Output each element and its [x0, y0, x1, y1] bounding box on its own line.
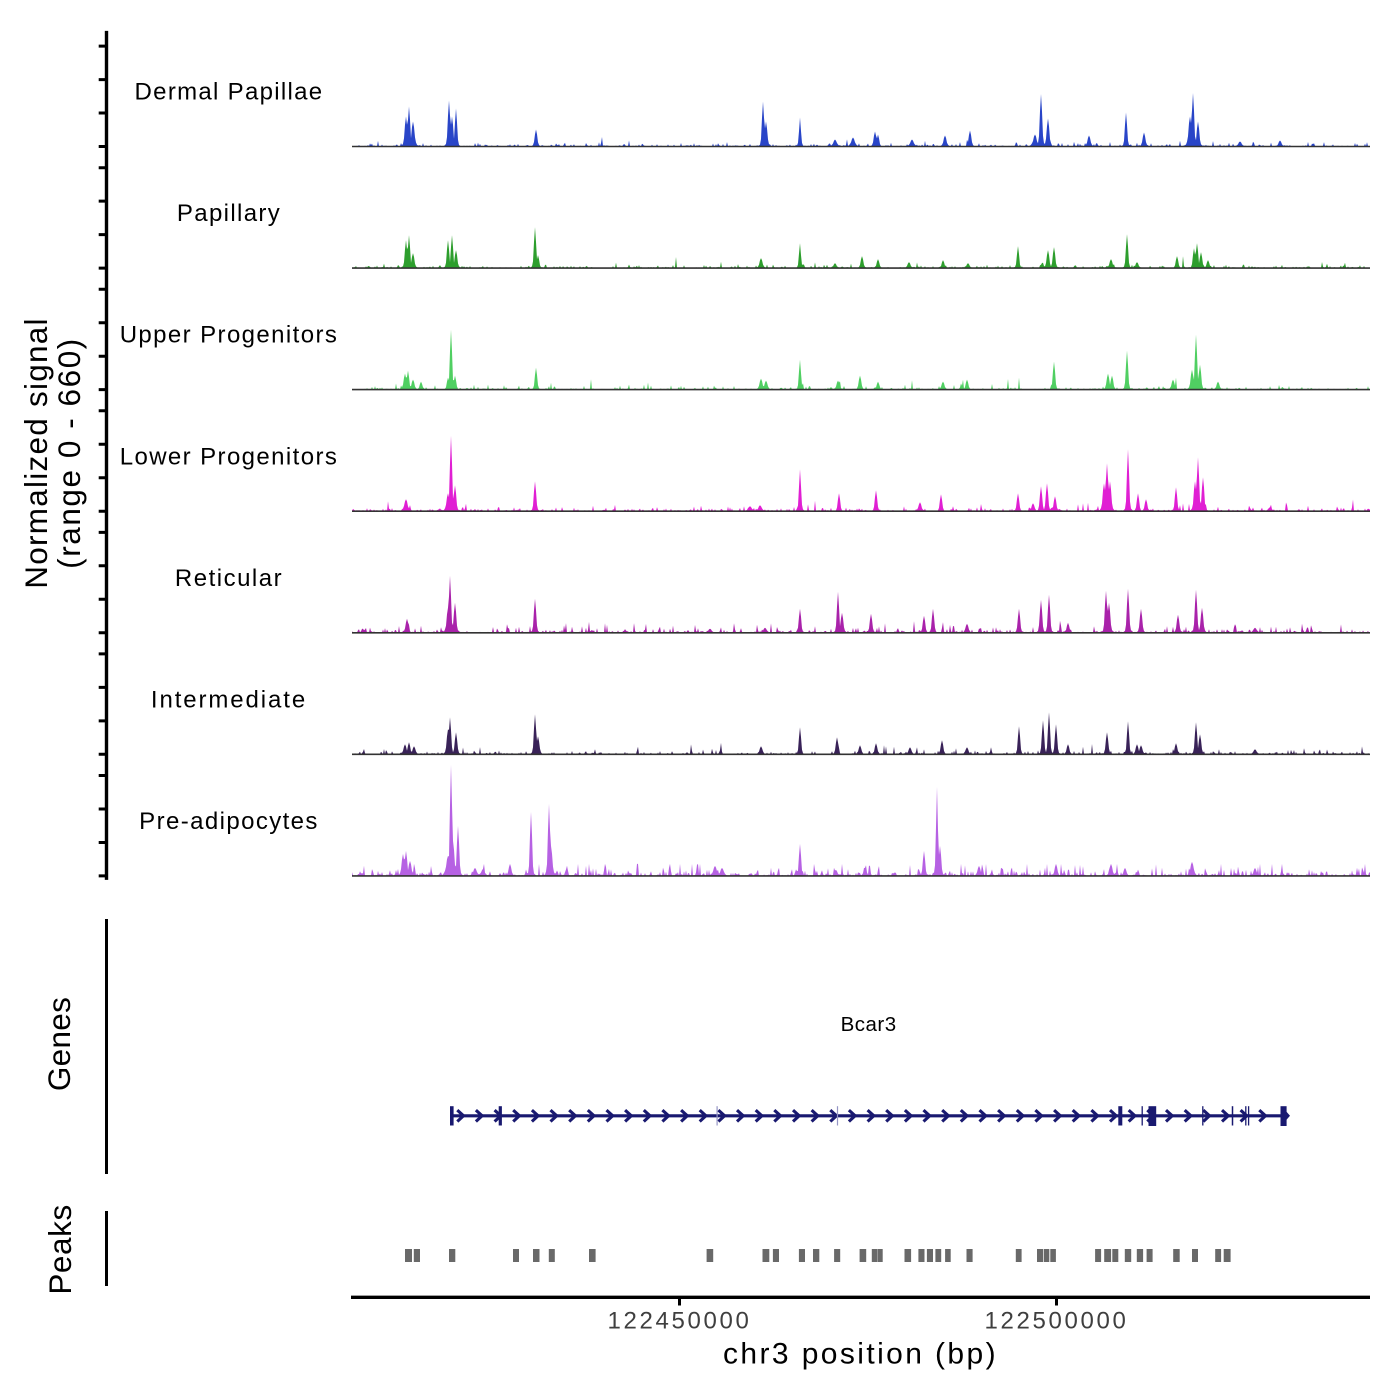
svg-text:Papillary: Papillary	[177, 200, 281, 227]
svg-text:Lower Progenitors: Lower Progenitors	[120, 443, 339, 470]
svg-text:chr3 position (bp): chr3 position (bp)	[723, 1338, 998, 1371]
svg-text:Reticular: Reticular	[175, 565, 283, 592]
svg-text:Bcar3: Bcar3	[841, 1013, 897, 1036]
svg-text:122500000: 122500000	[985, 1307, 1129, 1334]
svg-text:Intermediate: Intermediate	[151, 686, 307, 713]
svg-text:Peaks: Peaks	[42, 1204, 78, 1295]
svg-text:(range 0 - 660): (range 0 - 660)	[51, 337, 87, 569]
svg-text:122450000: 122450000	[608, 1307, 752, 1334]
svg-text:Pre-adipocytes: Pre-adipocytes	[139, 808, 319, 835]
svg-text:Dermal Papillae: Dermal Papillae	[135, 79, 324, 106]
svg-text:Genes: Genes	[41, 997, 77, 1091]
svg-text:Normalized signal: Normalized signal	[18, 317, 54, 589]
svg-text:Upper Progenitors: Upper Progenitors	[120, 322, 339, 349]
